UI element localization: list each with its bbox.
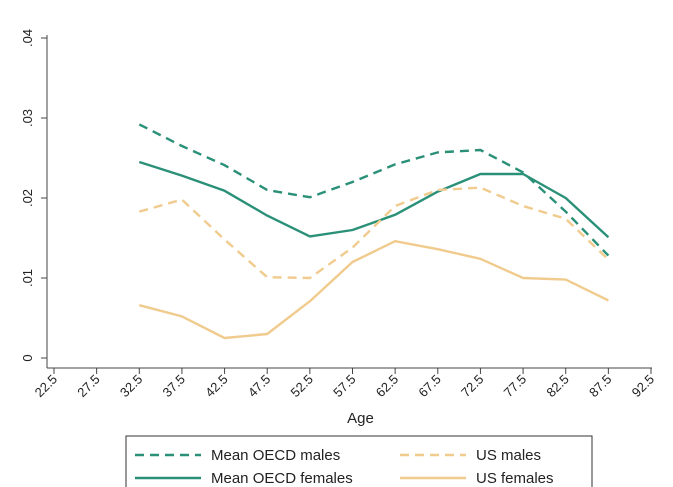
x-tick-label: 62.5 xyxy=(373,372,402,401)
legend-label: US males xyxy=(476,447,541,464)
x-ticks: 22.5 27.5 32.5 37.5 42.5 47.5 52.5 57.5 62.5 67.5… xyxy=(32,368,658,401)
legend-label: Mean OECD females xyxy=(211,470,353,487)
legend-label: Mean OECD males xyxy=(211,447,340,464)
x-tick-label: 57.5 xyxy=(330,372,359,401)
x-tick-label: 52.5 xyxy=(287,372,316,401)
y-tick-label: .04 xyxy=(20,29,35,47)
series-line-us-females xyxy=(138,239,609,340)
series-line-us-males xyxy=(138,186,610,280)
x-tick-label: 67.5 xyxy=(415,372,444,401)
legend-label: US females xyxy=(476,470,554,487)
x-tick-label: 32.5 xyxy=(117,372,146,401)
x-tick-label: 72.5 xyxy=(458,372,487,401)
y-tick-label: .01 xyxy=(20,269,35,287)
x-axis-title: Age xyxy=(347,410,374,427)
x-tick-label: 82.5 xyxy=(543,372,572,401)
x-tick-label: 47.5 xyxy=(245,372,274,401)
legend-box xyxy=(125,435,593,487)
x-tick-label: 22.5 xyxy=(32,372,61,401)
x-tick-label: 87.5 xyxy=(586,372,615,401)
x-tick-label: 42.5 xyxy=(202,372,231,401)
y-tick-label: .03 xyxy=(20,109,35,127)
series-line-mean-oecd-females xyxy=(138,160,610,239)
x-tick-label: 92.5 xyxy=(629,372,658,401)
y-ticks: 0 .01 .02 .03 .04 xyxy=(20,29,47,362)
y-tick-label: .02 xyxy=(20,189,35,207)
axes: 0 .01 .02 .03 .04 22.5 27.5 32.5 37.5 42.5 47.5 52… xyxy=(20,29,657,427)
y-tick-label: 0 xyxy=(20,354,35,361)
legend-items: Mean OECD males Mean OECD females US males… xyxy=(135,447,554,487)
x-tick-label: 27.5 xyxy=(74,372,103,401)
legend: Mean OECD males Mean OECD females US males… xyxy=(125,435,593,487)
x-tick-label: 37.5 xyxy=(160,372,189,401)
plot-series xyxy=(138,123,610,340)
series-line-mean-oecd-males xyxy=(138,123,610,257)
x-tick-label: 77.5 xyxy=(501,372,530,401)
